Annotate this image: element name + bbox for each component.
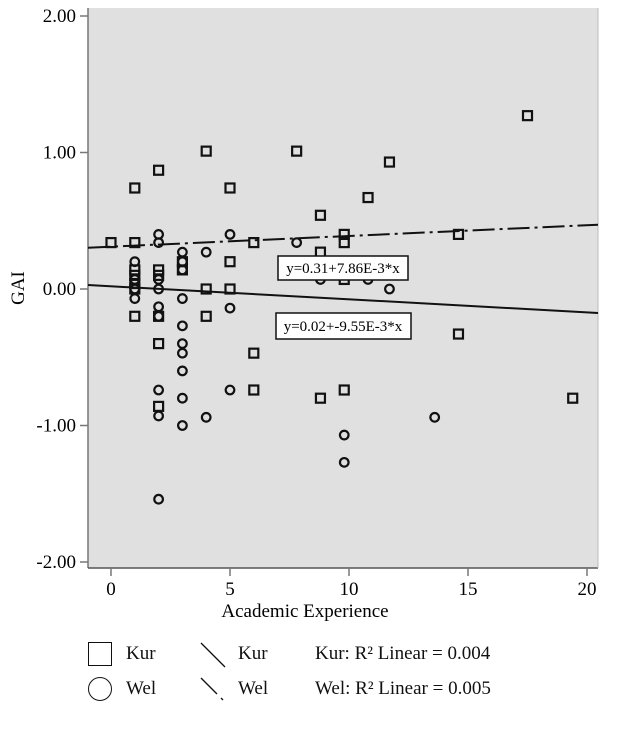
point-wel (153, 384, 165, 396)
point-wel (153, 493, 165, 505)
point-wel (224, 228, 236, 240)
x-axis-label: Academic Experience (221, 601, 388, 622)
point-kur (129, 182, 141, 194)
point-kur (153, 338, 165, 350)
point-wel (200, 411, 212, 423)
x-tick-label: 5 (225, 579, 235, 600)
data-points (105, 110, 579, 505)
point-kur (338, 236, 350, 249)
fit-line-wel (87, 284, 599, 314)
plot-area (88, 8, 598, 568)
point-wel (129, 293, 141, 304)
regression-lines (87, 223, 599, 314)
point-wel (153, 283, 165, 295)
point-kur (153, 164, 165, 176)
point-wel (153, 237, 165, 248)
point-kur (314, 392, 327, 404)
point-kur (567, 392, 579, 404)
point-kur (338, 384, 350, 396)
point-kur (105, 236, 117, 249)
y-axis-ticks: 2.00 1.00 0.00 -1.00 -2.00 (36, 6, 88, 573)
wel-equation-text: y=0.02+-9.55E-3*x (284, 319, 403, 335)
legend-kur-marker-label: Kur (126, 643, 156, 664)
legend-wel-r2: Wel: R² Linear = 0.005 (315, 678, 491, 699)
point-kur (521, 110, 534, 122)
fit-line-kur (87, 223, 599, 249)
point-kur (153, 269, 165, 281)
point-wel (153, 310, 165, 322)
x-axis-ticks: 0 5 10 15 20 (106, 568, 597, 600)
point-wel (153, 410, 165, 422)
point-wel (224, 384, 236, 396)
point-wel (291, 237, 303, 248)
point-kur (200, 145, 212, 157)
point-kur (200, 283, 212, 295)
point-kur (224, 256, 236, 268)
point-wel (176, 264, 188, 276)
point-kur (383, 156, 396, 168)
point-wel (176, 320, 188, 332)
point-wel (200, 246, 212, 258)
legend: Kur Kur Kur: R² Linear = 0.004 Wel Wel W… (86, 640, 546, 710)
point-kur (362, 191, 374, 204)
point-wel (338, 429, 350, 441)
point-kur (224, 182, 236, 194)
wel-equation-box: y=0.02+-9.55E-3*x (275, 312, 412, 340)
square-icon (88, 642, 112, 666)
x-tick-label: 10 (340, 579, 359, 600)
y-tick-label: 0.00 (43, 279, 76, 300)
point-kur (224, 283, 236, 295)
legend-kur-r2: Kur: R² Linear = 0.004 (315, 643, 491, 664)
point-wel (338, 456, 350, 468)
x-tick-label: 15 (459, 579, 478, 600)
circle-icon (88, 677, 112, 701)
legend-row-wel: Wel Wel Wel: R² Linear = 0.005 (86, 675, 546, 705)
legend-wel-marker-label: Wel (126, 678, 157, 699)
y-tick-label: -2.00 (36, 552, 76, 573)
plot-canvas: 2.00 1.00 0.00 -1.00 -2.00 0 5 10 15 20 y=0.31+7… (8, 6, 599, 622)
legend-row-kur: Kur Kur Kur: R² Linear = 0.004 (86, 640, 546, 670)
point-kur (452, 228, 465, 240)
point-wel (176, 293, 188, 304)
dash-dot-line-icon (200, 677, 224, 701)
x-tick-label: 0 (106, 579, 116, 600)
point-wel (176, 365, 188, 377)
point-wel (384, 283, 395, 295)
kur-equation-box: y=0.31+7.86E-3*x (277, 255, 409, 281)
point-wel (129, 256, 141, 268)
y-tick-label: 1.00 (43, 143, 76, 164)
point-kur (248, 236, 260, 249)
point-wel (176, 420, 188, 431)
point-kur (200, 310, 212, 322)
point-kur (129, 236, 141, 249)
point-kur (291, 145, 303, 157)
point-kur (248, 347, 260, 359)
point-kur (452, 328, 465, 340)
y-tick-label: -1.00 (36, 416, 76, 437)
point-wel (176, 347, 188, 359)
point-kur (248, 384, 260, 396)
solid-line-icon (200, 642, 226, 668)
legend-wel-line-label: Wel (238, 678, 269, 699)
point-wel (224, 302, 236, 314)
point-kur (314, 209, 327, 221)
y-tick-label: 2.00 (43, 6, 76, 27)
x-tick-label: 20 (578, 579, 597, 600)
y-axis-label: GAI (8, 271, 29, 305)
legend-kur-line-label: Kur (238, 643, 268, 664)
point-kur (129, 310, 141, 322)
kur-equation-text: y=0.31+7.86E-3*x (286, 261, 400, 277)
point-wel (176, 392, 188, 404)
equation-labels: y=0.31+7.86E-3*x y=0.02+-9.55E-3*x (275, 255, 412, 340)
point-wel (429, 411, 441, 423)
